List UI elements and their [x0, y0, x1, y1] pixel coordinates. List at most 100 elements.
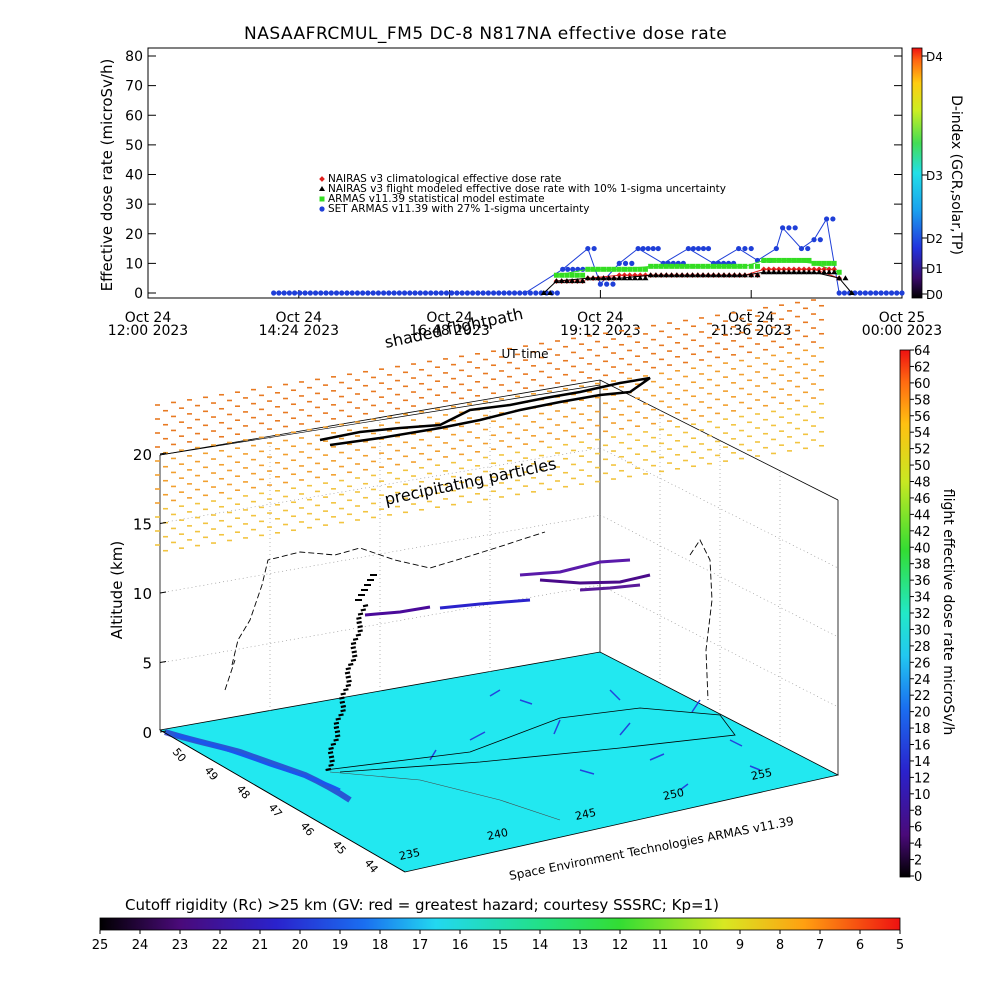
- top-x-tick-label: Oct 24: [125, 310, 172, 326]
- series-point: [616, 266, 622, 272]
- series-point: [597, 281, 604, 287]
- series-point: [632, 266, 638, 272]
- series-point: [694, 272, 701, 278]
- series-point: [297, 290, 303, 296]
- series-point: [600, 275, 607, 281]
- top-x-tick-label: 16:48 2023: [409, 323, 489, 339]
- series-point: [470, 290, 476, 296]
- series-point: [565, 266, 571, 272]
- dose-rate-tick-label: 50: [914, 459, 931, 474]
- dose-rate-tick-label: 6: [914, 821, 922, 836]
- series-point: [653, 263, 659, 269]
- top-y-tick-label: 20: [125, 227, 143, 243]
- series-point: [412, 290, 418, 296]
- dose-rate-tick-label: 64: [914, 344, 931, 359]
- series-point: [621, 266, 627, 272]
- series-point: [821, 260, 827, 266]
- series-point: [360, 290, 366, 296]
- d-index-tick-label: D3: [926, 169, 943, 183]
- series-point: [318, 290, 324, 296]
- series-point: [527, 290, 533, 296]
- series-point: [560, 266, 566, 272]
- top-chart-title: NASAAFRCMUL_FM5 DC-8 N817NA effective do…: [244, 24, 728, 44]
- series-point: [736, 245, 742, 252]
- series-point: [574, 272, 580, 278]
- series-point: [554, 290, 560, 296]
- altitude-tick-label: 0: [142, 724, 152, 742]
- cutoff-rigidity-tick-label: 11: [652, 938, 669, 953]
- series-point: [836, 269, 842, 275]
- series-point: [742, 263, 748, 269]
- series-point: [595, 275, 602, 281]
- longitude-tick-label: 235: [398, 846, 421, 863]
- dose-rate-tick-label: 36: [914, 574, 931, 589]
- series-point: [428, 290, 434, 296]
- series-point: [553, 272, 559, 278]
- legend-label: NAIRAS v3 flight modeled effective dose …: [328, 183, 726, 195]
- cutoff-rigidity-tick-label: 8: [776, 938, 784, 953]
- series-point: [771, 257, 777, 263]
- series-point: [396, 290, 402, 296]
- series-point: [790, 269, 797, 275]
- series-point: [642, 275, 649, 281]
- series-point: [748, 245, 754, 252]
- series-point: [816, 269, 823, 275]
- legend-marker: [319, 176, 325, 182]
- series-point: [831, 260, 837, 266]
- series-point: [616, 260, 622, 266]
- series-point: [480, 290, 486, 296]
- dose-rate-tick-label: 28: [914, 640, 931, 655]
- dose-rate-tick-label: 34: [914, 591, 931, 606]
- top-x-tick-label: 19:12 2023: [560, 323, 640, 339]
- series-point: [748, 263, 754, 269]
- d-index-label: D-index (GCR,solar,TP): [948, 95, 964, 255]
- series-point: [679, 263, 685, 269]
- dose-rate-tick-label: 12: [914, 771, 931, 786]
- dose-rate-tick-label: 38: [914, 558, 931, 573]
- top-y-tick-label: 10: [125, 256, 143, 272]
- series-point: [564, 272, 570, 278]
- series-point: [606, 266, 612, 272]
- series-point: [496, 290, 502, 296]
- series-point: [569, 272, 575, 278]
- series-point: [611, 275, 618, 281]
- series-point: [830, 216, 836, 222]
- legend-label: NAIRAS v3 climatological effective dose …: [328, 173, 561, 185]
- latitude-tick-label: 46: [298, 820, 317, 839]
- series-point: [695, 263, 701, 269]
- series-point: [801, 257, 807, 263]
- cutoff-rigidity-tick-label: 10: [692, 938, 709, 953]
- series-point: [857, 290, 863, 296]
- top-x-tick-label: Oct 24: [728, 310, 775, 326]
- series-point: [775, 269, 782, 275]
- cutoff-rigidity-colorbar: [99, 917, 901, 931]
- cutoff-rigidity-tick-label: 7: [816, 938, 824, 953]
- series-point: [655, 245, 661, 252]
- series-point: [826, 269, 833, 275]
- top-y-tick-label: 0: [134, 286, 143, 302]
- longitude-axis: 235 240 245 250 255: [398, 766, 773, 863]
- cutoff-rigidity-tick-label: 12: [612, 938, 629, 953]
- series-point: [585, 266, 591, 272]
- series-point: [370, 290, 376, 296]
- altitude-tick-label: 5: [142, 655, 152, 673]
- dose-rate-tick-label: 40: [914, 541, 931, 556]
- series-point: [785, 269, 792, 275]
- series-point: [792, 225, 798, 231]
- series-point: [652, 272, 659, 278]
- series-point: [591, 245, 597, 252]
- top-y-tick-label: 30: [125, 197, 143, 213]
- series-point: [570, 266, 576, 272]
- series-point: [540, 290, 547, 295]
- series-point: [700, 263, 706, 269]
- series-point: [765, 269, 772, 275]
- series-point: [848, 290, 855, 295]
- series-point: [705, 272, 712, 278]
- top-plot-frame: [147, 47, 903, 299]
- series-point: [811, 269, 818, 275]
- series-line: [273, 217, 902, 294]
- series-point: [485, 290, 491, 296]
- latitude-tick-label: 50: [170, 746, 189, 765]
- latitude-tick-label: 45: [330, 838, 349, 857]
- cutoff-rigidity-tick-label: 21: [252, 938, 269, 953]
